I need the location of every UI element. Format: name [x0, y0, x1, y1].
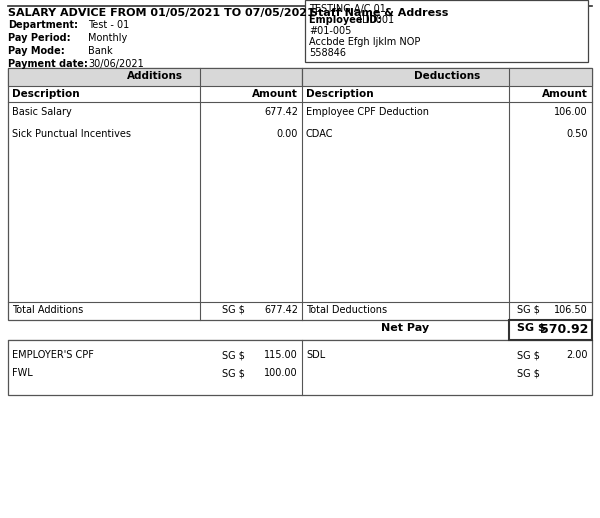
- Bar: [509, 320, 592, 340]
- Text: SDL: SDL: [306, 350, 325, 360]
- Text: Bank: Bank: [88, 46, 113, 56]
- Text: Pay Mode:: Pay Mode:: [8, 46, 65, 56]
- Bar: [8, 340, 592, 395]
- Text: Staff Name & Address: Staff Name & Address: [310, 8, 448, 18]
- Text: 100.00: 100.00: [265, 368, 298, 378]
- Bar: [8, 68, 592, 320]
- Text: 2.00: 2.00: [566, 350, 588, 360]
- Text: CDAC: CDAC: [306, 129, 334, 139]
- Text: 558846: 558846: [309, 48, 346, 58]
- Text: Basic Salary: Basic Salary: [12, 107, 72, 117]
- Text: 106.00: 106.00: [554, 107, 588, 117]
- Text: 677.42: 677.42: [264, 107, 298, 117]
- Text: Net Pay: Net Pay: [382, 323, 430, 333]
- Text: EMPLOYER'S CPF: EMPLOYER'S CPF: [12, 350, 94, 360]
- Text: 0.00: 0.00: [277, 129, 298, 139]
- Text: Total Deductions: Total Deductions: [306, 305, 387, 315]
- Text: 115.00: 115.00: [264, 350, 298, 360]
- Bar: [302, 68, 592, 86]
- Text: Employee ID:: Employee ID:: [309, 15, 382, 25]
- Text: 677.42: 677.42: [264, 305, 298, 315]
- Text: Payment date:: Payment date:: [8, 59, 88, 69]
- Text: Description: Description: [12, 89, 80, 99]
- Text: Total Additions: Total Additions: [12, 305, 83, 315]
- Text: Test - 01: Test - 01: [88, 20, 129, 30]
- Text: Monthly: Monthly: [88, 33, 127, 43]
- Text: SG $: SG $: [517, 323, 546, 333]
- Text: Accbde Efgh Ijklm NOP: Accbde Efgh Ijklm NOP: [309, 37, 421, 47]
- Text: Description: Description: [306, 89, 374, 99]
- Text: 570.92: 570.92: [539, 323, 588, 336]
- Text: ID0001: ID0001: [356, 15, 394, 25]
- Text: #01-005: #01-005: [309, 26, 352, 36]
- Text: Department:: Department:: [8, 20, 78, 30]
- Text: Deductions: Deductions: [414, 71, 480, 81]
- Text: SG $: SG $: [517, 368, 540, 378]
- Text: TESTING A/C 01: TESTING A/C 01: [309, 4, 386, 14]
- Text: 0.50: 0.50: [566, 129, 588, 139]
- Text: SG $: SG $: [517, 350, 540, 360]
- Bar: [305, 0, 588, 62]
- Text: Additions: Additions: [127, 71, 183, 81]
- Text: SG $: SG $: [222, 350, 245, 360]
- Text: FWL: FWL: [12, 368, 33, 378]
- Text: Employee CPF Deduction: Employee CPF Deduction: [306, 107, 429, 117]
- Text: 30/06/2021: 30/06/2021: [88, 59, 144, 69]
- Text: Pay Period:: Pay Period:: [8, 33, 71, 43]
- Text: SALARY ADVICE FROM 01/05/2021 TO 07/05/2021: SALARY ADVICE FROM 01/05/2021 TO 07/05/2…: [8, 8, 315, 18]
- Text: Sick Punctual Incentives: Sick Punctual Incentives: [12, 129, 131, 139]
- Bar: [8, 68, 302, 86]
- Text: Amount: Amount: [542, 89, 588, 99]
- Text: SG $: SG $: [222, 305, 245, 315]
- Text: SG $: SG $: [222, 368, 245, 378]
- Text: 106.50: 106.50: [554, 305, 588, 315]
- Text: SG $: SG $: [517, 305, 540, 315]
- Text: Amount: Amount: [252, 89, 298, 99]
